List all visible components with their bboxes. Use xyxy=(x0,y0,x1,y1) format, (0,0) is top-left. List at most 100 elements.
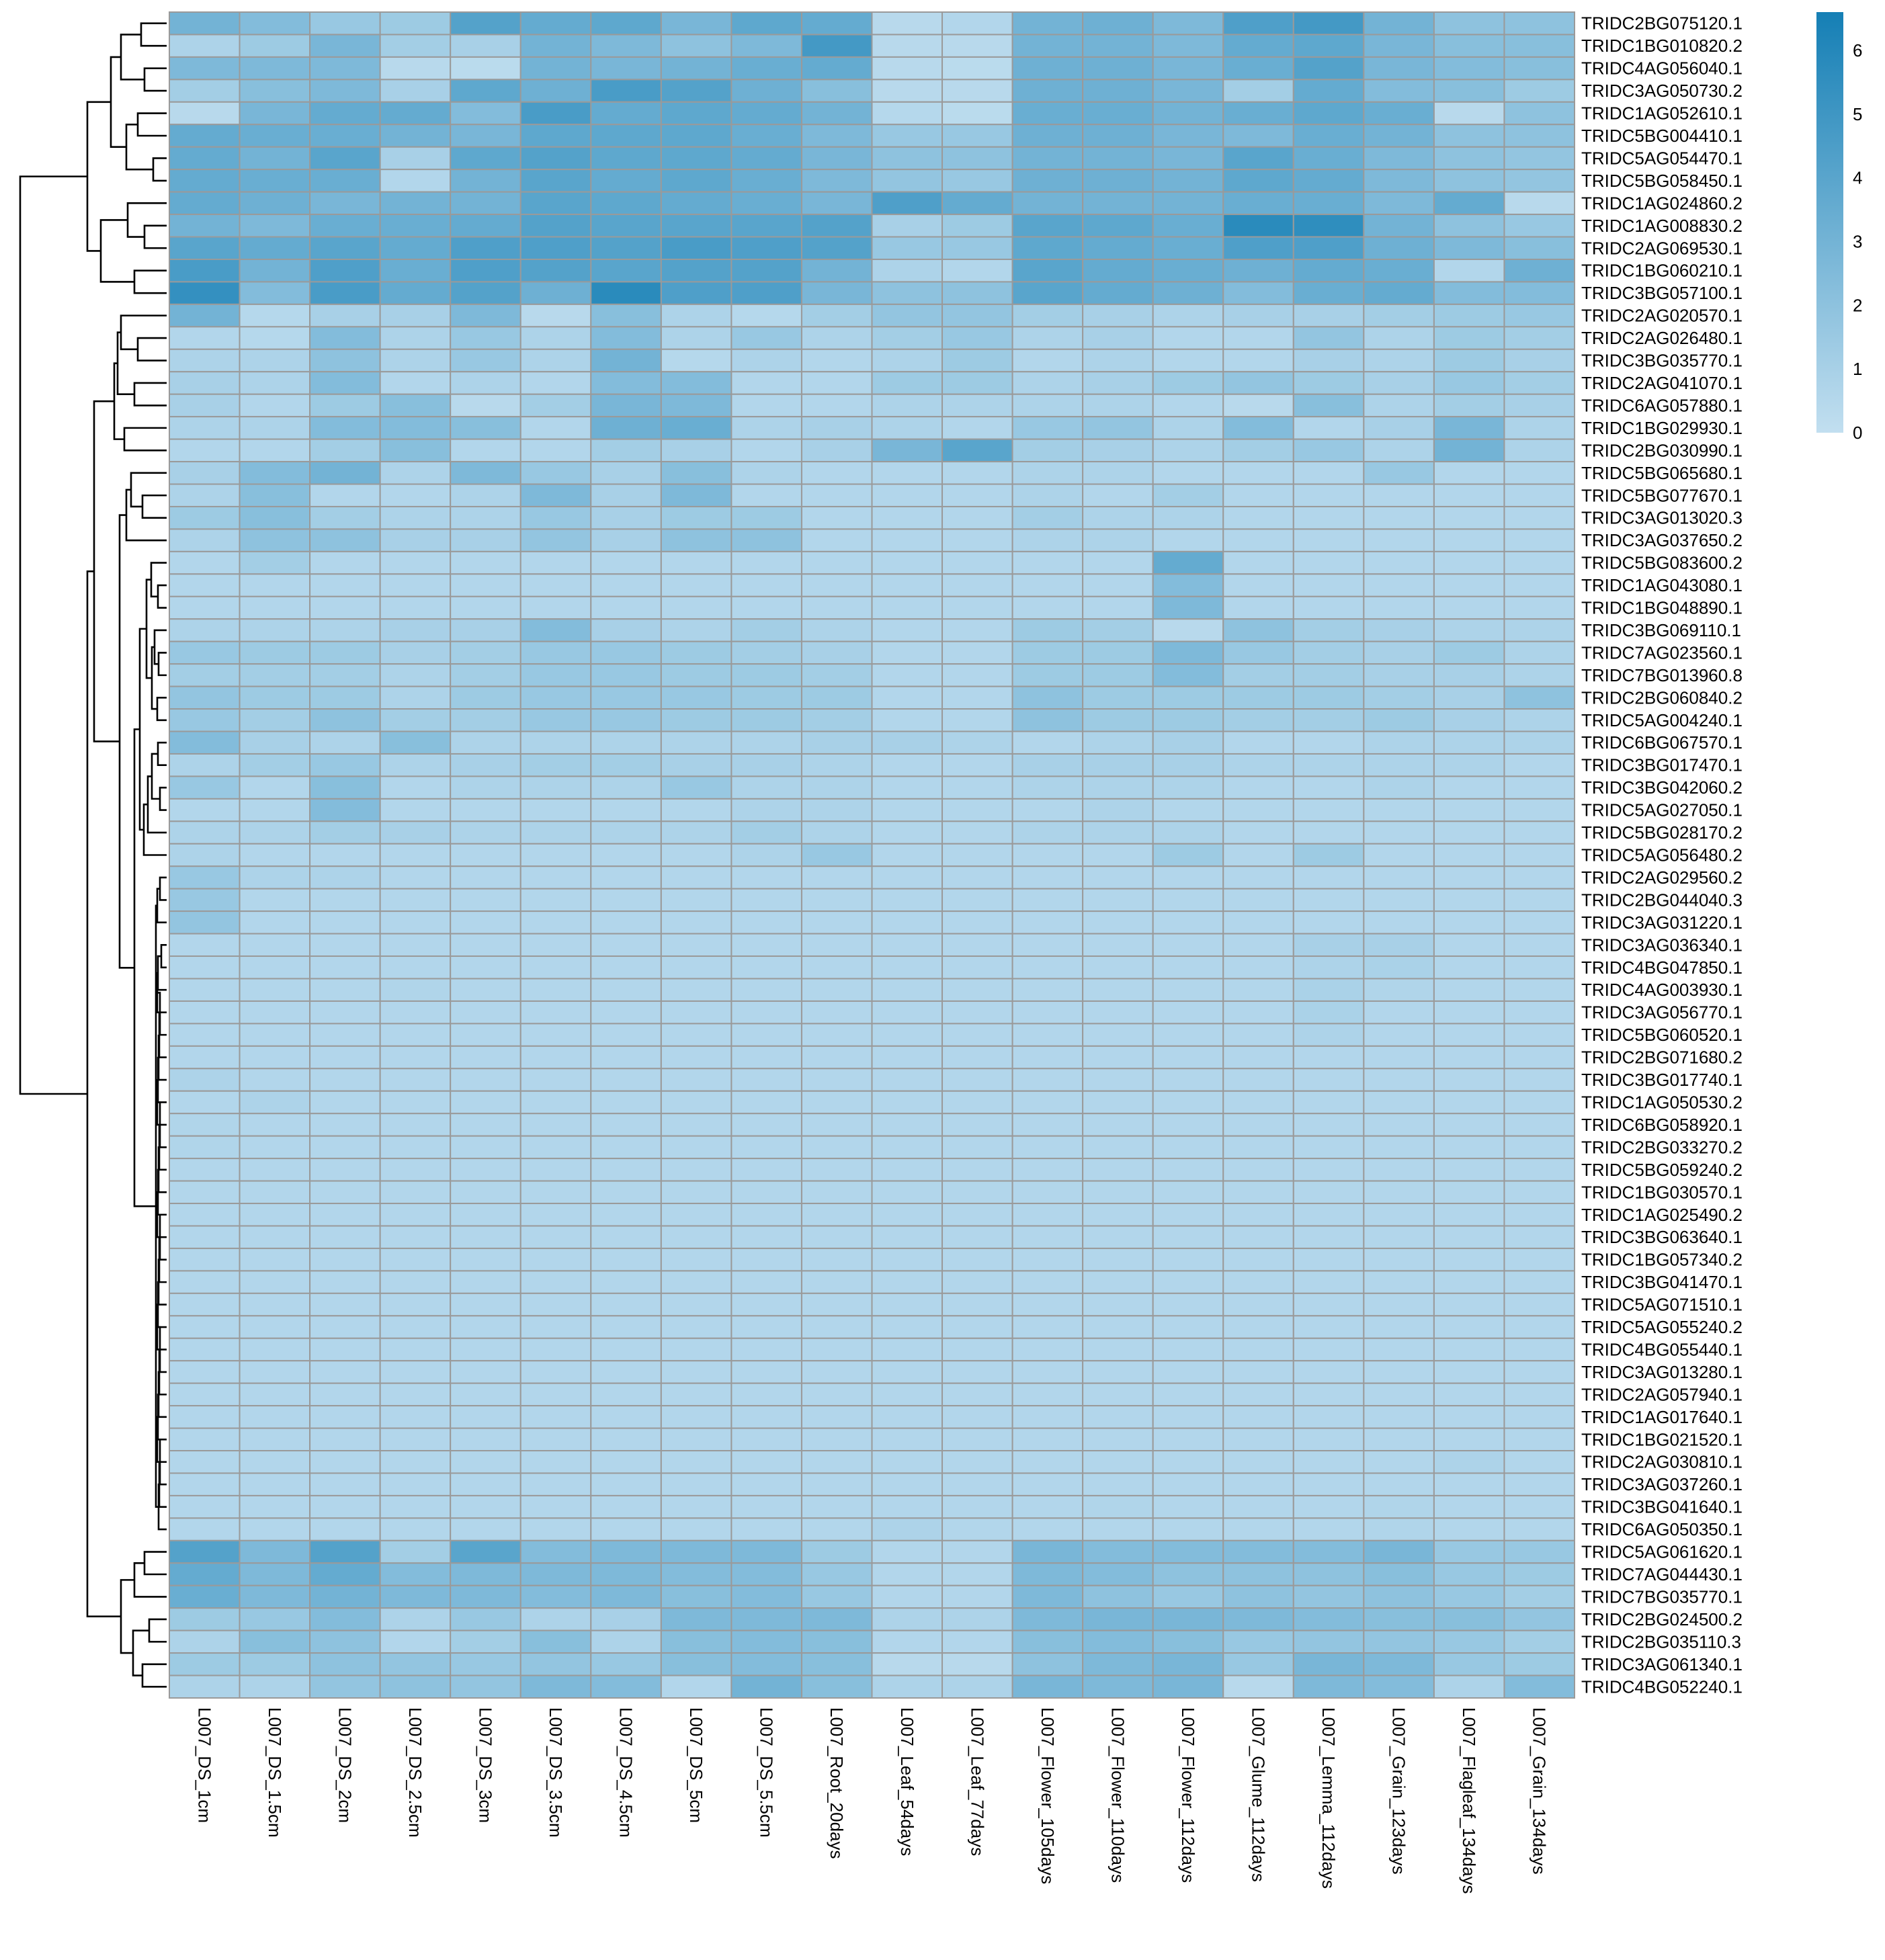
heatmap-cell xyxy=(1082,1562,1154,1586)
heatmap-cell xyxy=(1292,236,1365,260)
heatmap-cell xyxy=(1011,888,1084,912)
heatmap-cell xyxy=(871,1360,944,1384)
dendrogram-branch xyxy=(152,157,167,182)
heatmap-cell xyxy=(1292,1090,1365,1115)
heatmap-cell xyxy=(1292,775,1365,800)
heatmap-cell xyxy=(590,461,662,485)
heatmap-cell xyxy=(1152,685,1224,710)
heatmap-cell xyxy=(450,1023,521,1047)
heatmap-cell xyxy=(1292,1068,1365,1092)
heatmap-cell xyxy=(660,528,732,552)
heatmap-cell xyxy=(1222,258,1294,283)
heatmap-cell xyxy=(730,79,802,103)
heatmap-cell xyxy=(519,1315,592,1339)
heatmap-cell xyxy=(1363,1337,1435,1362)
heatmap-cell xyxy=(660,865,732,890)
heatmap-cell xyxy=(1433,685,1505,710)
heatmap-cell xyxy=(519,618,592,642)
heatmap-cell xyxy=(590,708,662,732)
heatmap-cell xyxy=(1152,1629,1224,1654)
heatmap-cell xyxy=(450,1450,521,1474)
heatmap-cell xyxy=(1011,1584,1084,1609)
heatmap-cell xyxy=(519,1607,592,1631)
heatmap-cell xyxy=(1292,1450,1365,1474)
heatmap-cell xyxy=(590,663,662,687)
heatmap-cell xyxy=(590,34,662,58)
heatmap-cell xyxy=(730,371,802,395)
heatmap-cell xyxy=(519,933,592,957)
heatmap-cell xyxy=(871,1584,944,1609)
dendrogram-branch xyxy=(130,472,167,508)
heatmap-cell xyxy=(1433,1203,1505,1227)
heatmap-cell xyxy=(941,775,1013,800)
heatmap-cell xyxy=(1011,730,1084,755)
heatmap-cell xyxy=(450,1225,521,1249)
heatmap-cell xyxy=(1152,461,1224,485)
heatmap-cell xyxy=(379,550,452,575)
heatmap-cell xyxy=(1222,1180,1294,1205)
heatmap-cell xyxy=(941,843,1013,867)
heatmap-cell xyxy=(1082,1517,1154,1541)
heatmap-cell xyxy=(941,11,1013,36)
heatmap-cell xyxy=(590,1225,662,1249)
column-label: L007_Flagleaf_134days xyxy=(1459,1707,1479,1894)
heatmap-cell xyxy=(379,1135,452,1160)
heatmap-cell xyxy=(309,1270,381,1294)
heatmap-cell xyxy=(1503,438,1575,463)
heatmap-cell xyxy=(941,730,1013,755)
heatmap-cell xyxy=(1011,573,1084,597)
row-label: TRIDC5AG071510.1 xyxy=(1581,1295,1743,1315)
heatmap-cell xyxy=(1292,955,1365,980)
heatmap-cell xyxy=(239,1135,311,1160)
heatmap-cell xyxy=(1222,1045,1294,1070)
heatmap-cell xyxy=(1363,1315,1435,1339)
heatmap-cell xyxy=(1152,371,1224,395)
heatmap-cell xyxy=(730,146,802,171)
heatmap-cell xyxy=(941,79,1013,103)
row-label: TRIDC3BG042060.2 xyxy=(1581,777,1743,798)
heatmap-cell xyxy=(871,640,944,665)
dendrogram-branch xyxy=(156,697,167,722)
heatmap-cell xyxy=(800,1158,873,1182)
heatmap-cell xyxy=(379,1584,452,1609)
heatmap-cell xyxy=(169,820,241,845)
heatmap-cell xyxy=(519,1225,592,1249)
heatmap-cell xyxy=(1152,1674,1224,1699)
heatmap-cell xyxy=(800,843,873,867)
heatmap-cell xyxy=(941,685,1013,710)
heatmap-cell xyxy=(1433,1427,1505,1452)
heatmap-cell xyxy=(590,1000,662,1025)
heatmap-cell xyxy=(1292,1629,1365,1654)
heatmap-cell xyxy=(1011,1000,1084,1025)
heatmap-cell xyxy=(730,528,802,552)
heatmap-cell xyxy=(1433,191,1505,216)
heatmap-cell xyxy=(871,1270,944,1294)
heatmap-cell xyxy=(871,79,944,103)
heatmap-cell xyxy=(941,348,1013,373)
heatmap-cell xyxy=(1152,820,1224,845)
heatmap-cell xyxy=(239,11,311,36)
heatmap-cell xyxy=(1363,1494,1435,1519)
heatmap-cell xyxy=(1152,1405,1224,1429)
heatmap-cell xyxy=(871,1629,944,1654)
heatmap-cell xyxy=(169,843,241,867)
heatmap-cell xyxy=(1011,933,1084,957)
heatmap-cell xyxy=(1292,124,1365,148)
heatmap-cell xyxy=(1152,1539,1224,1564)
heatmap-cell xyxy=(941,393,1013,418)
row-labels: TRIDC2BG075120.1TRIDC1BG010820.2TRIDC4AG… xyxy=(1581,13,1743,1697)
heatmap-cell xyxy=(1152,79,1224,103)
heatmap-cell xyxy=(1082,955,1154,980)
heatmap-cell xyxy=(1363,303,1435,328)
heatmap-cell xyxy=(309,236,381,260)
heatmap-cell xyxy=(239,685,311,710)
dendrogram-branch xyxy=(157,955,167,991)
heatmap-cell xyxy=(1222,1292,1294,1317)
heatmap-cell xyxy=(169,1652,241,1676)
heatmap-cell xyxy=(871,1315,944,1339)
heatmap-cell xyxy=(1011,124,1084,148)
heatmap-cell xyxy=(1011,640,1084,665)
heatmap-cell xyxy=(309,169,381,193)
heatmap-cell xyxy=(379,1090,452,1115)
heatmap-cell xyxy=(169,34,241,58)
